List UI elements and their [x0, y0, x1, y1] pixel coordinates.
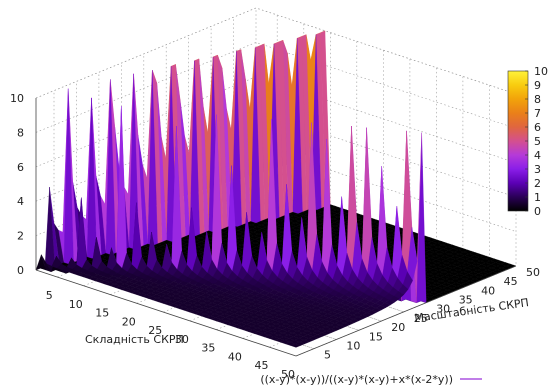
- legend-label: ((x-y)*(x-y))/((x-y)*(x-y)+x*(x-2*y)): [260, 373, 453, 386]
- x-tick-label: 10: [69, 298, 83, 311]
- surface-cell: [416, 132, 427, 304]
- x-axis-line: [35, 269, 297, 357]
- y-tick-label: 5: [324, 349, 331, 362]
- y-tick-label: 45: [504, 275, 518, 288]
- z-tick-label: 4: [17, 195, 24, 208]
- grid-line-x: [163, 50, 384, 313]
- y-axis-line: [295, 265, 517, 357]
- grid-line-x: [110, 32, 331, 295]
- y-tick-label: 35: [459, 294, 473, 307]
- grid-line-z: [35, 110, 517, 202]
- colorbar-tick-label: 4: [534, 149, 541, 162]
- x-tick-label: 35: [201, 342, 215, 355]
- colorbar-tick-label: 3: [534, 163, 541, 176]
- grid-line-x: [189, 58, 411, 322]
- y-tick-label: 50: [526, 266, 540, 279]
- y-tick-label: 30: [436, 303, 450, 316]
- colorbar-tick-label: 0: [534, 205, 541, 218]
- z-tick-label: 8: [17, 126, 24, 139]
- grid-line-z: [35, 76, 517, 168]
- colorbar-tick-label: 9: [534, 79, 541, 92]
- y-tick-label: 10: [346, 340, 360, 353]
- y-tick-label: 25: [414, 312, 428, 325]
- colorbar-tick-label: 5: [534, 135, 541, 148]
- x-tick-label: 30: [175, 333, 189, 346]
- frame-layer: [35, 98, 517, 357]
- legend: ((x-y)*(x-y))/((x-y)*(x-y)+x*(x-2*y)): [260, 373, 482, 386]
- grid-line-x: [216, 67, 437, 330]
- grid-line-x: [269, 85, 490, 348]
- x-tick-label: 20: [122, 315, 136, 328]
- grid-line-x: [242, 76, 464, 339]
- y-tick-label: 40: [481, 284, 495, 297]
- colorbar-tick-label: 6: [534, 121, 541, 134]
- z-tick-label: 2: [17, 230, 24, 243]
- colorbar-tick-label: 10: [534, 65, 548, 78]
- colorbar-tick-label: 2: [534, 177, 541, 190]
- grid-line-x: [136, 41, 358, 304]
- x-tick-label: 15: [95, 307, 109, 320]
- colorbar-tick-label: 1: [534, 191, 541, 204]
- z-tick-label: 6: [17, 161, 24, 174]
- x-tick-label: 45: [255, 359, 269, 372]
- surface-layer: [35, 30, 517, 348]
- x-tick-label: 50: [281, 368, 295, 381]
- grid-line-z: [35, 42, 517, 133]
- colorbar-tick-label: 8: [534, 93, 541, 106]
- colorbar-tick-label: 7: [534, 107, 541, 120]
- surface-cell: [290, 343, 301, 348]
- x-tick-label: 40: [228, 350, 242, 363]
- y-tick-label: 15: [369, 330, 383, 343]
- ticks-layer: 5101520253035404550510152025303540455002…: [10, 92, 540, 381]
- grid-line-z: [35, 145, 517, 236]
- z-tick-label: 0: [17, 264, 24, 277]
- x-axis-title: Складність СКРП: [85, 333, 184, 346]
- y-tick-label: 20: [391, 321, 405, 334]
- grid-top-edge: [35, 7, 517, 99]
- x-tick-label: 25: [148, 324, 162, 337]
- x-tick-label: 5: [46, 289, 53, 302]
- z-tick-label: 10: [10, 92, 24, 105]
